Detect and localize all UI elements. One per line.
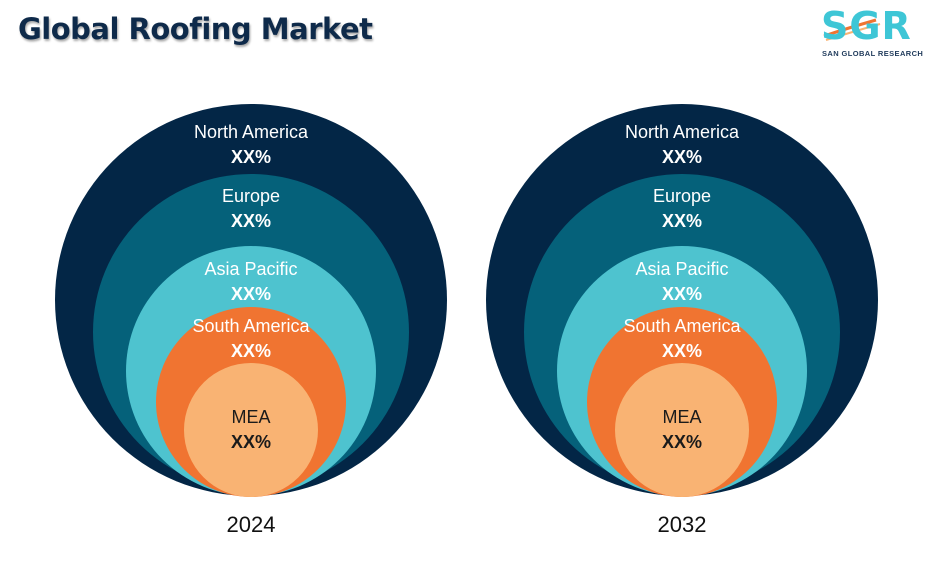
region-label-north-america: North America [194,122,309,142]
region-value-europe: XX% [231,211,271,231]
region-value-north-america: XX% [662,147,702,167]
year-label: 2032 [658,512,707,537]
region-label-asia-pacific: Asia Pacific [635,259,728,279]
region-value-mea: XX% [231,432,271,452]
region-label-south-america: South America [192,316,310,336]
region-value-asia-pacific: XX% [231,284,271,304]
logo-swoosh-icon [823,18,881,41]
ring-mea [615,363,749,497]
chart-2032: North America XX% Europe XX% Asia Pacific XX%… [486,104,878,537]
region-label-europe: Europe [653,186,711,206]
region-value-north-america: XX% [231,147,271,167]
sgr-logo: SGR SAN GLOBAL RESEARCH [818,4,924,60]
region-label-asia-pacific: Asia Pacific [204,259,297,279]
region-value-south-america: XX% [662,341,702,361]
page-title: Global Roofing Market [18,12,373,46]
region-label-europe: Europe [222,186,280,206]
ring-mea [184,363,318,497]
logo-letters: SGR [821,4,912,48]
region-value-asia-pacific: XX% [662,284,702,304]
region-label-north-america: North America [625,122,740,142]
region-label-south-america: South America [623,316,741,336]
region-value-europe: XX% [662,211,702,231]
region-label-mea: MEA [662,407,701,427]
logo-tagline: SAN GLOBAL RESEARCH [822,49,924,58]
region-value-mea: XX% [662,432,702,452]
region-value-south-america: XX% [231,341,271,361]
chart-2024: North America XX% Europe XX% Asia Pacific XX%… [55,104,447,537]
region-label-mea: MEA [231,407,270,427]
year-label: 2024 [227,512,276,537]
